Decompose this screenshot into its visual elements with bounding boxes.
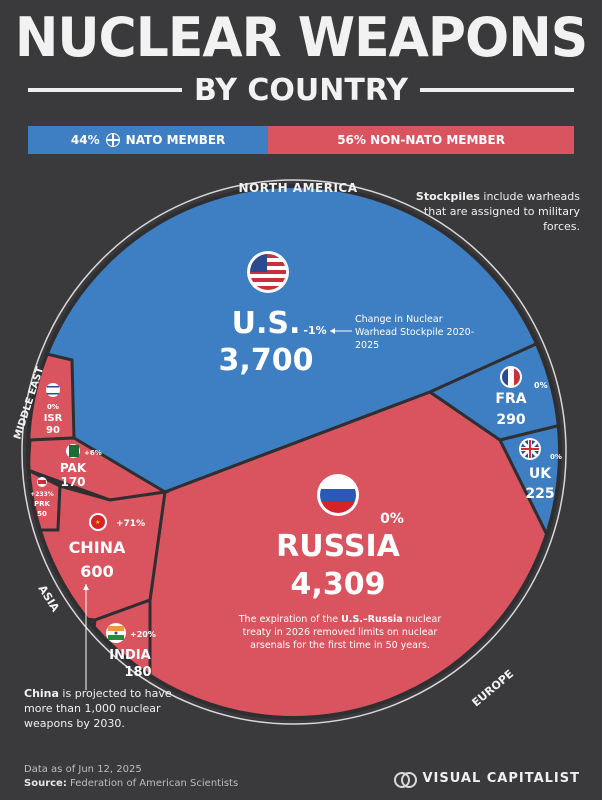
china-value: 600 [80,562,113,581]
chart-outline [26,184,562,720]
nato-compass-icon [105,133,120,147]
china-note-bold: China [24,687,59,700]
india-flag [106,623,126,643]
china-name: CHINA [69,538,126,557]
legend-bar: 44% NATO MEMBER 56% NON-NATO MEMBER [28,126,574,154]
israel-value: 90 [46,425,60,436]
france-flag [500,366,522,388]
footer-source-label: Source: [24,778,67,789]
israel-flag [46,383,60,397]
footer-date: Data as of Jun 12, 2025 [24,764,142,775]
north-korea-change: +233% [30,491,54,498]
china-flag: ★ [89,513,107,531]
us-change: -1% [303,324,326,337]
france-value: 290 [496,412,525,428]
subtitle-row: BY COUNTRY [28,72,574,108]
russia-note-part2: nuclear treaty in 2026 removed limits on… [242,614,442,651]
france-change: 0% [534,381,548,390]
visual-capitalist-mark-icon [394,771,418,788]
subtitle-line-left [28,88,182,92]
india-change: +20% [130,630,156,639]
region-label-europe: EUROPE [470,667,517,709]
china-projection-note: China is projected to have more than 1,0… [24,686,194,731]
china-note-arrowhead [83,584,89,590]
uk-name: UK [529,466,552,482]
page-subtitle: BY COUNTRY [193,72,409,108]
stockpiles-note-text: include warheads that are assigned to mi… [423,190,580,233]
north-korea-flag [37,477,47,487]
change-note: Change in Nuclear Warhead Stockpile 2020… [355,314,475,351]
uk-flag [519,438,541,460]
israel-name: ISR [44,413,63,424]
brand-name: VISUAL CAPITALIST [422,771,580,786]
pakistan-value: 170 [60,475,85,489]
uk-change: 0% [550,453,562,461]
legend-non-nato: 56% NON-NATO MEMBER [268,126,574,154]
north-korea-value: 50 [37,510,47,518]
china-note-text: is projected to have more than 1,000 nuc… [24,687,172,730]
israel-change: 0% [47,403,59,411]
north-korea-name: PRK [34,500,51,508]
russia-change: 0% [380,511,404,527]
us-name: U.S. [232,306,301,341]
pakistan-change: +6% [84,449,102,457]
russia-note-part1: The expiration of the [238,614,342,625]
legend-nato-text: NATO MEMBER [125,133,226,147]
france-name: FRA [495,391,526,407]
russia-value: 4,309 [291,567,386,602]
russia-flag [317,474,359,516]
page-title: NUCLEAR WEAPONS [14,6,588,70]
india-name: INDIA [109,648,150,663]
russia-name: RUSSIA [276,529,400,564]
uk-value: 225 [525,486,554,502]
subtitle-line-right [420,88,574,92]
region-label-north-america: NORTH AMERICA [238,181,357,195]
change-note-arrowhead [330,328,335,334]
legend-nato-pct: 44% [70,133,100,147]
footer-source-text: Federation of American Scientists [66,778,239,789]
footer-source: Source: Federation of American Scientist… [24,778,238,789]
india-value: 180 [124,665,151,680]
legend-nato: 44% NATO MEMBER [28,126,269,154]
visual-capitalist-logo: VISUAL CAPITALIST [394,771,580,788]
us-flag [247,251,289,293]
russia-note-bold: U.S.–Russia [341,614,403,625]
stockpiles-note-bold: Stockpiles [415,190,480,203]
russia-treaty-note: The expiration of the U.S.–Russia nuclea… [225,613,455,652]
china-change: +71% [116,519,145,529]
svg-text:★: ★ [95,519,100,526]
pakistan-flag [66,444,80,458]
region-ring [21,179,567,725]
pakistan-name: PAK [60,461,87,475]
us-value: 3,700 [219,343,314,378]
stockpiles-note: Stockpiles include warheads that are ass… [410,189,580,234]
